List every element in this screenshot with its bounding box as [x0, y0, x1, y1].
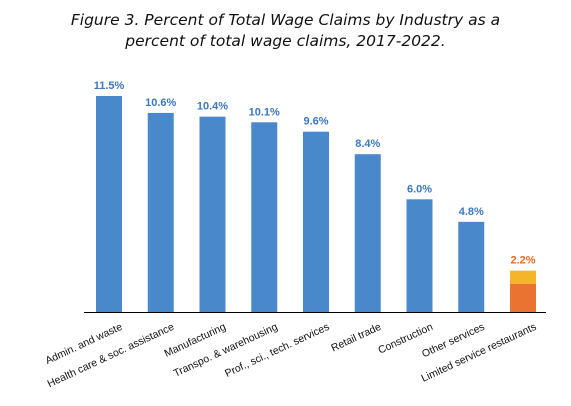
data-label-retail-trade: 8.4%: [355, 138, 380, 150]
bar-construction: [406, 199, 433, 312]
bar-limited-service-restaurants-top-segment: [510, 270, 536, 284]
data-label-manufacturing: 10.4%: [197, 101, 228, 113]
data-label-admin-and-waste: 11.5%: [94, 80, 125, 92]
data-label-health-care-soc-assistance: 10.6%: [145, 97, 176, 109]
bar-other-services: [458, 221, 485, 312]
data-label-limited-service-restaurants: 2.2%: [510, 255, 535, 267]
bar-retail-trade: [354, 154, 381, 312]
data-label-other-services: 4.8%: [459, 206, 484, 218]
bar-admin-and-waste: [96, 96, 122, 312]
data-label-transpo-warehousing: 10.1%: [249, 106, 280, 118]
x-tick-label-retail-trade: Retail trade: [329, 321, 383, 355]
bars-group: [96, 96, 536, 313]
bar-limited-service-restaurants: [510, 283, 536, 312]
chart-title-line-1: Figure 3. Percent of Total Wage Claims b…: [70, 11, 501, 29]
data-label-prof-sci-tech-services: 9.6%: [303, 116, 328, 128]
bar-prof-sci-tech-services: [303, 131, 329, 312]
data-label-construction: 6.0%: [407, 183, 432, 195]
data-labels-group: 11.5% 10.6% 10.4% 10.1% 9.6% 8.4% 6.0% 4.8% 2.2%: [94, 80, 536, 267]
bar-manufacturing: [199, 116, 226, 313]
chart-title-line-2: percent of total wage claims, 2017-2022.: [125, 32, 446, 50]
bar-transpo-warehousing: [251, 122, 278, 312]
bar-health-care-soc-assistance: [147, 112, 174, 312]
chart-title: Figure 3. Percent of Total Wage Claims b…: [0, 10, 571, 52]
